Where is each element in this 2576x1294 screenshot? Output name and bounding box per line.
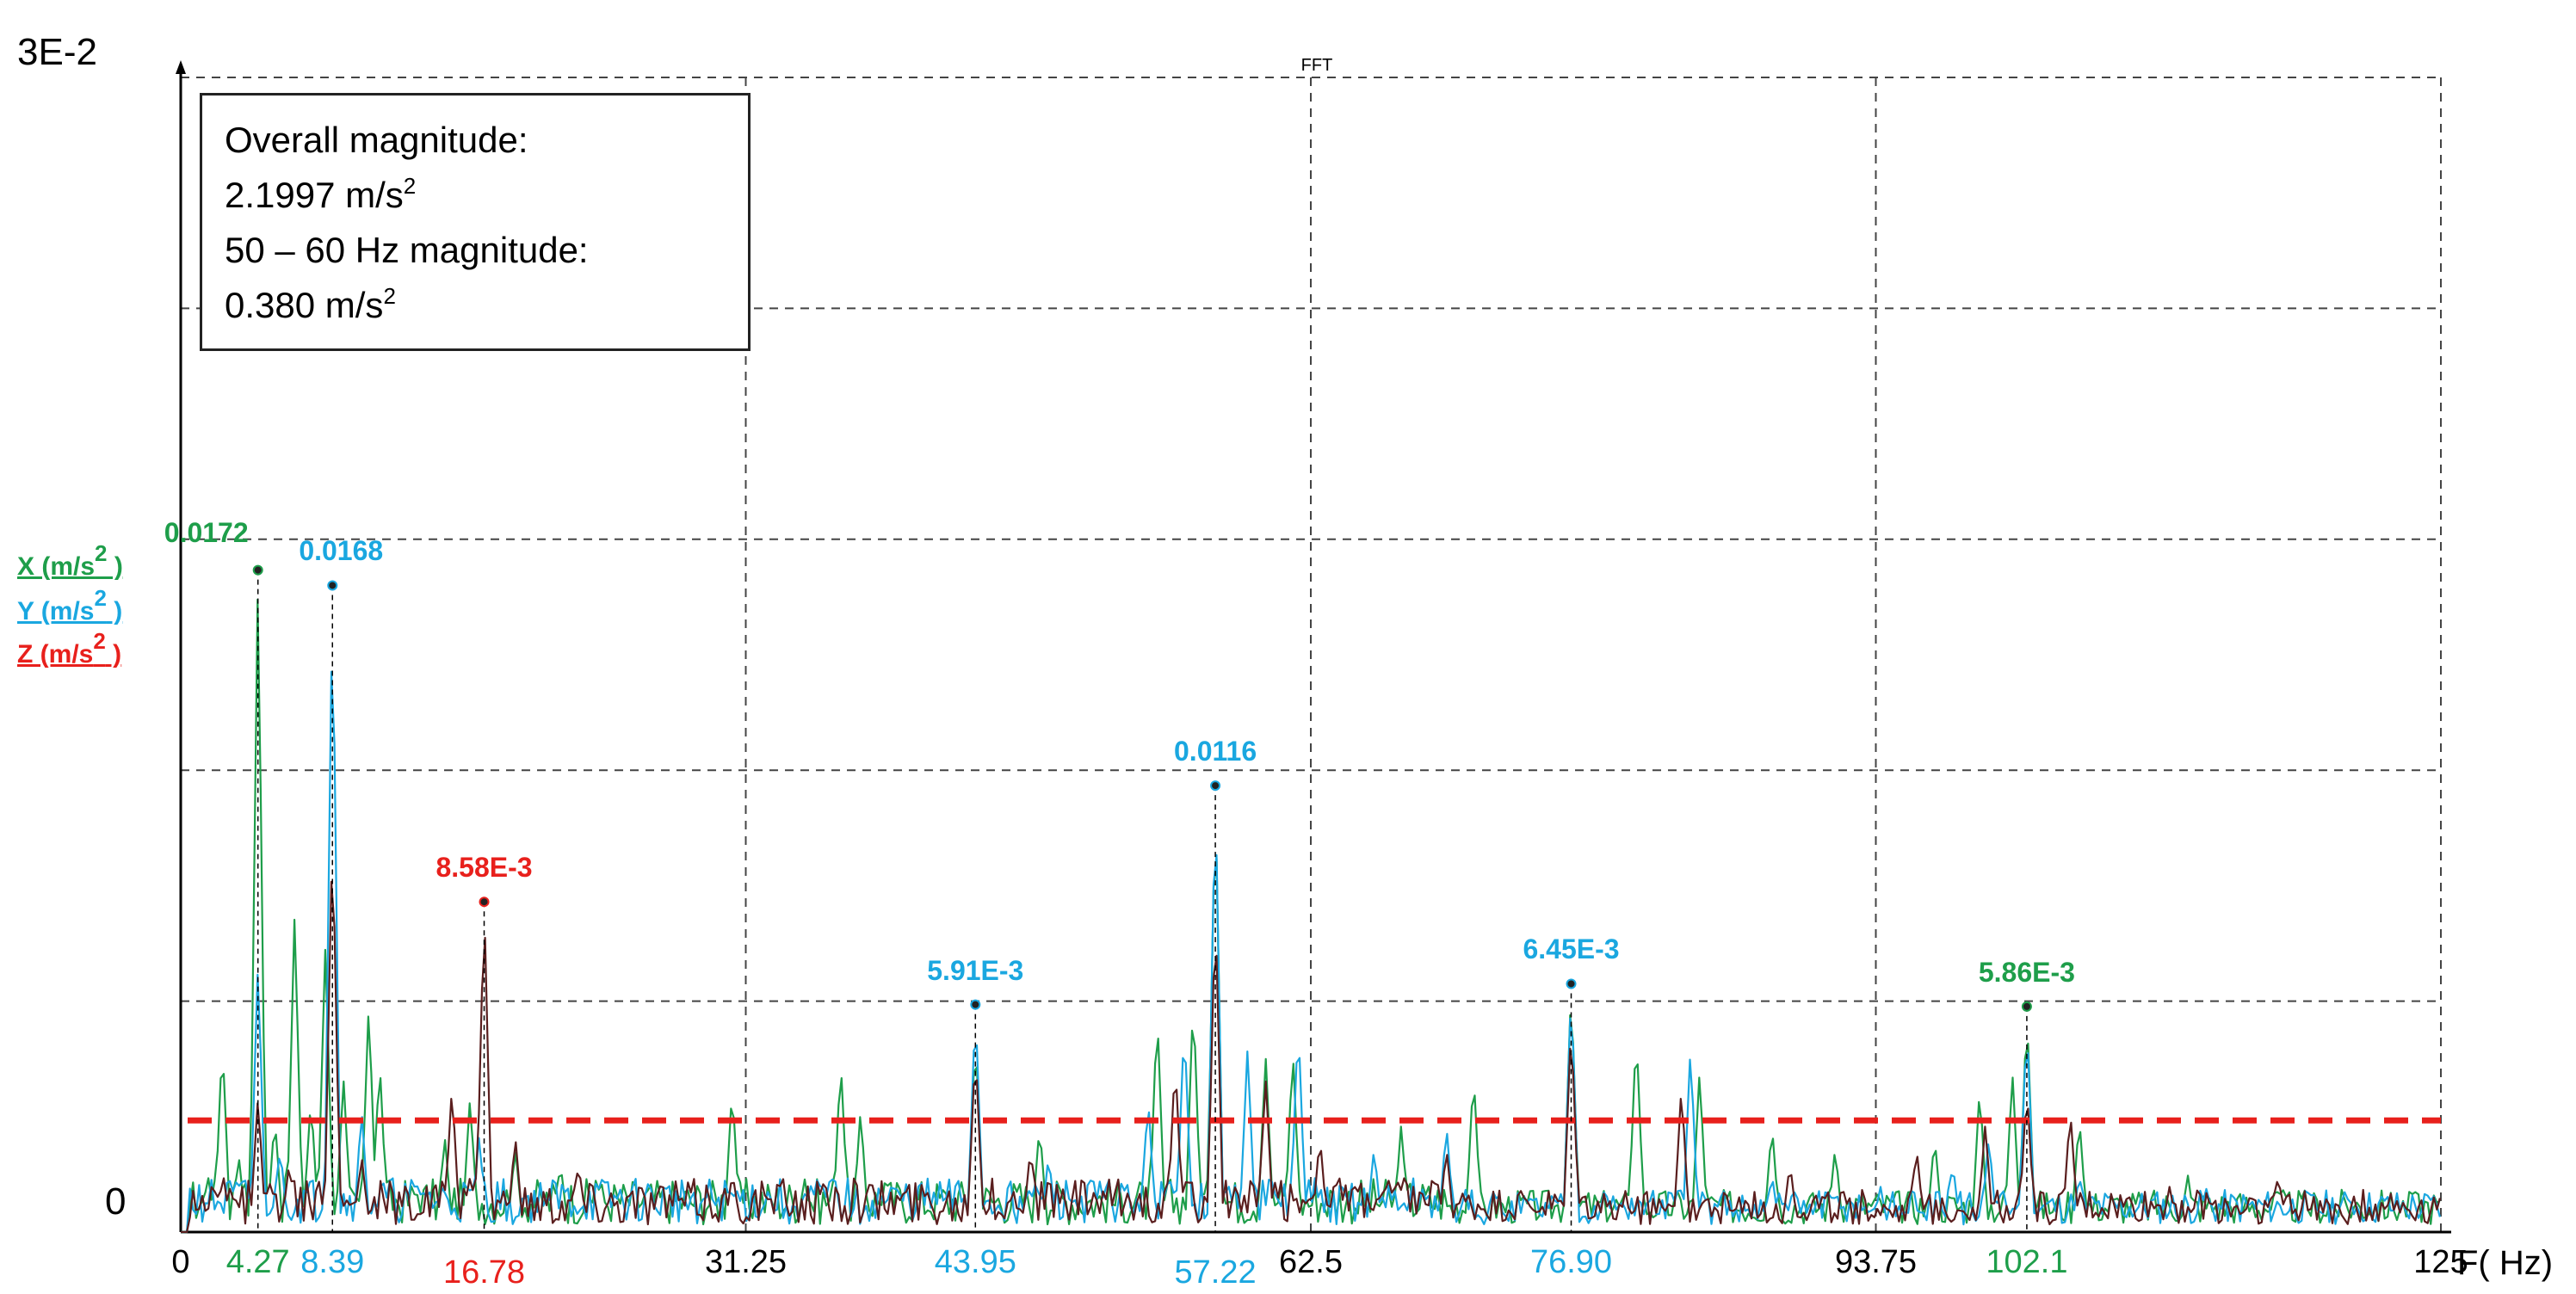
x-tick-label: 31.25 bbox=[704, 1244, 788, 1280]
y-axis-zero-label: 0 bbox=[105, 1180, 127, 1223]
series-layer bbox=[181, 598, 2441, 1234]
legend-z: Z (m/s2 ) bbox=[17, 628, 122, 669]
peak-marker bbox=[252, 564, 263, 576]
peak-value-label: 8.58E-3 bbox=[436, 852, 533, 884]
series-line-x bbox=[181, 598, 2441, 1234]
band-magnitude-label: 50 – 60 Hz magnitude: bbox=[225, 230, 589, 270]
chart-axes bbox=[176, 60, 2451, 1234]
band-magnitude-value: 0.380 m/s2 bbox=[225, 283, 396, 325]
magnitude-info-box: Overall magnitude: 2.1997 m/s2 50 – 60 H… bbox=[200, 93, 751, 351]
x-tick-label-peak: 43.95 bbox=[934, 1244, 1016, 1280]
overall-magnitude-label: Overall magnitude: bbox=[225, 120, 528, 160]
peak-value-label: 5.91E-3 bbox=[927, 954, 1024, 986]
x-tick-label-peak: 57.22 bbox=[1174, 1254, 1257, 1291]
x-tick-label: 125 bbox=[2413, 1244, 2468, 1280]
x-tick-label-peak: 4.27 bbox=[225, 1244, 290, 1280]
peak-marker bbox=[1566, 978, 1577, 989]
x-tick-label-peak: 102.1 bbox=[1986, 1244, 2068, 1280]
peak-markers bbox=[252, 564, 2032, 1232]
peak-marker bbox=[2021, 1001, 2032, 1012]
x-tick-label: 0 bbox=[171, 1244, 190, 1280]
peak-value-label: 5.86E-3 bbox=[1978, 956, 2075, 988]
chart-title: FFT bbox=[1301, 56, 1333, 75]
x-tick-label-peak: 8.39 bbox=[300, 1244, 365, 1280]
peak-value-label: 0.0172 bbox=[164, 516, 249, 548]
peak-value-label: 0.0168 bbox=[299, 535, 384, 567]
overall-magnitude-value: 2.1997 m/s2 bbox=[225, 173, 417, 215]
peak-marker bbox=[1210, 780, 1221, 792]
series-line-z bbox=[181, 880, 2441, 1234]
legend-x: X (m/s2 ) bbox=[17, 540, 123, 581]
x-tick-label: 93.75 bbox=[1834, 1244, 1918, 1280]
peak-value-label: 6.45E-3 bbox=[1523, 934, 1620, 965]
series-line-y bbox=[181, 670, 2441, 1234]
x-tick-label-peak: 16.78 bbox=[442, 1254, 526, 1291]
y-axis-top-label: 3E-2 bbox=[17, 31, 97, 73]
peak-value-label: 0.0116 bbox=[1174, 736, 1257, 767]
x-tick-label: 62.5 bbox=[1279, 1244, 1343, 1280]
legend-y: Y (m/s2 ) bbox=[17, 585, 123, 625]
x-tick-label-peak: 76.90 bbox=[1529, 1244, 1613, 1280]
peak-marker bbox=[479, 897, 490, 908]
y-axis-arrow bbox=[176, 60, 186, 74]
peak-marker bbox=[970, 999, 981, 1010]
x-axis-label: F( Hz) bbox=[2457, 1244, 2554, 1282]
peak-marker bbox=[327, 580, 338, 591]
